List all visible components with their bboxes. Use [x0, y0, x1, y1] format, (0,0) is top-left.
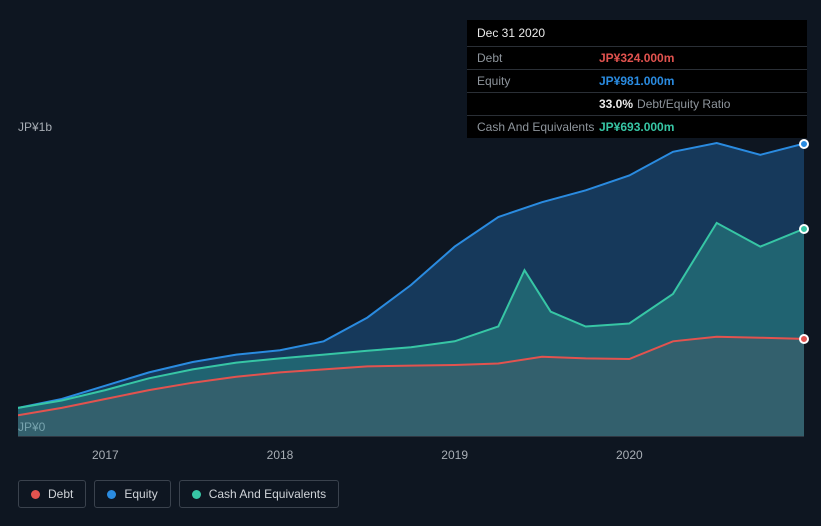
info-row-value: JP¥324.000m	[599, 51, 674, 65]
legend-swatch	[192, 490, 201, 499]
info-row-value: 33.0%	[599, 97, 633, 111]
x-tick-label: 2018	[267, 448, 294, 462]
legend-label: Cash And Equivalents	[209, 487, 326, 501]
legend-label: Debt	[48, 487, 73, 501]
info-row: DebtJP¥324.000m	[467, 46, 807, 69]
info-row: Cash And EquivalentsJP¥693.000m	[467, 115, 807, 138]
legend-item-debt[interactable]: Debt	[18, 480, 86, 508]
legend-swatch	[31, 490, 40, 499]
x-axis-ticks: 2017 2018 2019 2020	[18, 448, 804, 464]
area-chart	[18, 140, 804, 436]
info-row-value: JP¥693.000m	[599, 120, 674, 134]
x-tick-label: 2020	[616, 448, 643, 462]
info-row: 33.0% Debt/Equity Ratio	[467, 92, 807, 115]
legend: Debt Equity Cash And Equivalents	[18, 480, 339, 508]
x-tick-label: 2017	[92, 448, 119, 462]
series-endpoint-equity	[799, 139, 809, 149]
legend-item-equity[interactable]: Equity	[94, 480, 170, 508]
legend-item-cash[interactable]: Cash And Equivalents	[179, 480, 339, 508]
info-row-label: Cash And Equivalents	[477, 120, 599, 134]
series-endpoint-cash	[799, 224, 809, 234]
chart-baseline	[18, 436, 804, 437]
info-row: EquityJP¥981.000m	[467, 69, 807, 92]
y-axis-max-label: JP¥1b	[18, 120, 52, 134]
legend-swatch	[107, 490, 116, 499]
info-row-suffix: Debt/Equity Ratio	[637, 97, 730, 111]
series-endpoint-debt	[799, 334, 809, 344]
x-tick-label: 2019	[441, 448, 468, 462]
info-row-label: Equity	[477, 74, 599, 88]
info-panel: Dec 31 2020 DebtJP¥324.000mEquityJP¥981.…	[467, 20, 807, 138]
info-row-value: JP¥981.000m	[599, 74, 674, 88]
legend-label: Equity	[124, 487, 157, 501]
info-date: Dec 31 2020	[467, 20, 807, 46]
info-row-label: Debt	[477, 51, 599, 65]
